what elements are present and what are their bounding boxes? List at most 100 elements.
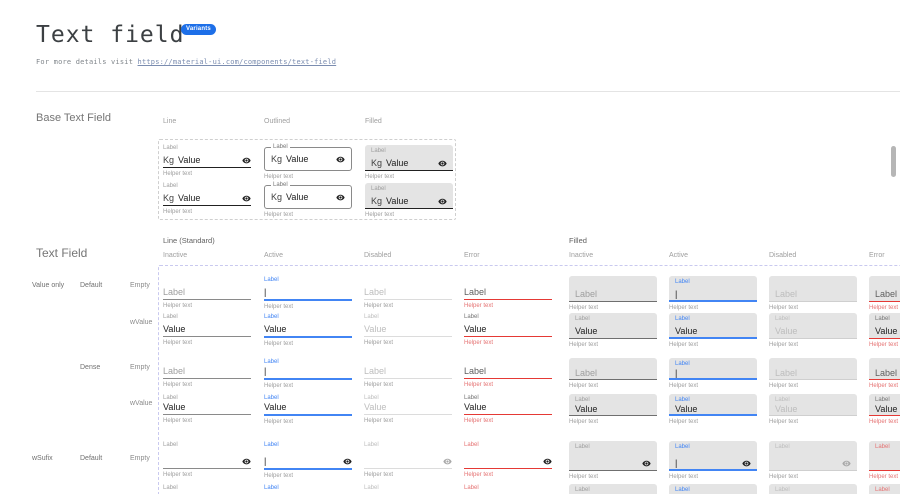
- filled-box[interactable]: Label: [769, 358, 857, 380]
- eye-icon[interactable]: [242, 156, 251, 165]
- field-input[interactable]: Kg Value: [163, 190, 251, 206]
- text-field-line-active-empty[interactable]: Label | Helper text: [264, 358, 352, 389]
- filled-box[interactable]: Label |: [669, 358, 757, 380]
- field-input[interactable]: Value: [364, 402, 452, 415]
- field-input[interactable]: Value: [875, 323, 900, 338]
- text-field-filled-active-empty[interactable]: Label | Helper text: [669, 276, 757, 311]
- field-input[interactable]: Kg Value: [371, 155, 447, 170]
- text-field-filled-error-value[interactable]: Label Value Helper text: [869, 313, 900, 348]
- field-input[interactable]: Label: [163, 284, 251, 300]
- field-input[interactable]: |: [675, 451, 751, 470]
- scrollbar-thumb[interactable]: [891, 146, 896, 177]
- text-field-filled-disabled-value[interactable]: Label Value Helper text: [769, 313, 857, 348]
- eye-icon[interactable]: [438, 159, 447, 168]
- base-text-field-filled[interactable]: Label Kg Value Helper text: [365, 183, 453, 218]
- text-field-filled-disabled-value[interactable]: Label Value Helper text: [769, 394, 857, 425]
- filled-box[interactable]: Label: [569, 441, 657, 471]
- filled-box[interactable]: Label: [869, 441, 900, 471]
- field-input[interactable]: Label: [875, 368, 900, 380]
- filled-box[interactable]: Label |: [669, 276, 757, 302]
- text-field-line-inactive-value[interactable]: Label Value Helper text: [163, 313, 251, 346]
- outlined-box[interactable]: Label Kg Value: [264, 144, 352, 171]
- field-input[interactable]: Label: [775, 368, 851, 380]
- text-field-filled-disabled-empty-suffix[interactable]: Label Helper text: [769, 441, 857, 480]
- eye-icon[interactable]: [336, 193, 345, 202]
- filled-box[interactable]: Label: [869, 276, 900, 302]
- eye-icon[interactable]: [343, 457, 352, 466]
- filled-box[interactable]: Label: [569, 276, 657, 302]
- field-input[interactable]: [775, 451, 851, 470]
- text-field-line-disabled-empty[interactable]: Label Helper text: [364, 276, 452, 309]
- field-input[interactable]: Label: [464, 284, 552, 300]
- field-input[interactable]: Label: [464, 366, 552, 379]
- text-field-line-inactive-value[interactable]: Label Value Helper text: [163, 394, 251, 424]
- text-field-filled-error-empty[interactable]: Label Helper text: [869, 358, 900, 389]
- text-field-filled-active-empty-suffix[interactable]: Label | Helper text: [669, 441, 757, 480]
- field-input[interactable]: Kg Value: [271, 154, 345, 164]
- text-field-filled-inactive-empty[interactable]: Label Helper text: [569, 276, 657, 311]
- field-input[interactable]: Value: [264, 402, 352, 416]
- base-text-field-outlined[interactable]: Label Kg Value Helper text: [264, 182, 352, 218]
- base-text-field-filled[interactable]: Label Kg Value Helper text: [365, 145, 453, 180]
- field-input[interactable]: Label: [163, 366, 251, 379]
- docs-link[interactable]: https://material-ui.com/components/text-…: [137, 58, 337, 66]
- field-input[interactable]: [364, 449, 452, 469]
- text-field-filled-active-value[interactable]: Label Value Helper text: [669, 394, 757, 425]
- text-field-line-error-value[interactable]: Label Value Helper text: [464, 394, 552, 424]
- filled-box[interactable]: Label: [769, 441, 857, 471]
- field-input[interactable]: Label: [875, 286, 900, 301]
- base-text-field-line[interactable]: Label Kg Value Helper text: [163, 182, 251, 215]
- text-field-line-disabled-value[interactable]: Label Value Helper text: [364, 313, 452, 346]
- text-field-filled-error-value[interactable]: Label Value Helper text: [869, 394, 900, 425]
- text-field-line-disabled-value[interactable]: Label Value Helper text: [364, 394, 452, 424]
- field-input[interactable]: Value: [575, 404, 651, 416]
- field-input[interactable]: |: [675, 286, 751, 301]
- field-input[interactable]: Value: [775, 404, 851, 416]
- eye-icon[interactable]: [543, 457, 552, 466]
- field-input[interactable]: Kg Value: [163, 152, 251, 168]
- field-input[interactable]: |: [264, 366, 352, 380]
- field-input[interactable]: Label: [775, 286, 851, 301]
- field-input[interactable]: Value: [364, 321, 452, 337]
- field-input[interactable]: Kg Value: [271, 192, 345, 202]
- field-input[interactable]: Value: [163, 321, 251, 337]
- eye-icon[interactable]: [242, 194, 251, 203]
- filled-box[interactable]: Label: [569, 358, 657, 380]
- field-input[interactable]: Value: [675, 404, 751, 416]
- text-field-line-active-empty-suffix[interactable]: Label | Helper text: [264, 441, 352, 479]
- field-input[interactable]: [464, 449, 552, 469]
- field-input[interactable]: Label: [364, 366, 452, 379]
- text-field-line-error-value[interactable]: Label Value Helper text: [464, 313, 552, 346]
- field-input[interactable]: Value: [163, 402, 251, 415]
- eye-icon[interactable]: [336, 155, 345, 164]
- text-field-filled-inactive-empty[interactable]: Label Helper text: [569, 358, 657, 389]
- text-field-filled-disabled-empty[interactable]: Label Helper text: [769, 358, 857, 389]
- text-field-line-inactive-empty[interactable]: Label Helper text: [163, 358, 251, 388]
- text-field-line-active-value[interactable]: Label Value Helper text: [264, 313, 352, 347]
- text-field-line-disabled-empty-suffix[interactable]: Label Helper text: [364, 441, 452, 478]
- text-field-filled-active-value[interactable]: Label Value Helper text: [669, 313, 757, 348]
- field-input[interactable]: [575, 451, 651, 470]
- text-field-filled-error-empty-suffix[interactable]: Label Helper text: [869, 441, 900, 480]
- text-field-filled-error-empty[interactable]: Label Helper text: [869, 276, 900, 311]
- field-input[interactable]: Label: [575, 286, 651, 301]
- field-input[interactable]: Value: [264, 321, 352, 338]
- eye-icon[interactable]: [438, 197, 447, 206]
- field-input[interactable]: |: [264, 284, 352, 301]
- field-input[interactable]: Value: [464, 321, 552, 337]
